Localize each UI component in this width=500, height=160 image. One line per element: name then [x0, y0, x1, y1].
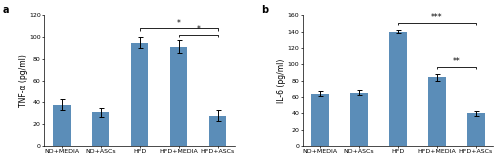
Bar [209, 116, 226, 146]
Y-axis label: TNF-α (pg/ml): TNF-α (pg/ml) [18, 54, 28, 107]
Text: **: ** [452, 57, 460, 66]
Y-axis label: IL-6 (pg/ml): IL-6 (pg/ml) [277, 59, 286, 103]
Bar [312, 94, 329, 146]
Text: ***: *** [431, 13, 443, 22]
Text: *: * [196, 25, 200, 34]
Bar [428, 77, 446, 146]
Bar [92, 112, 110, 146]
Bar [467, 113, 484, 146]
Bar [131, 43, 148, 146]
Bar [350, 93, 368, 146]
Text: *: * [176, 19, 180, 28]
Bar [390, 32, 407, 146]
Text: b: b [260, 5, 268, 15]
Bar [170, 47, 188, 146]
Text: a: a [2, 5, 9, 15]
Bar [53, 105, 70, 146]
